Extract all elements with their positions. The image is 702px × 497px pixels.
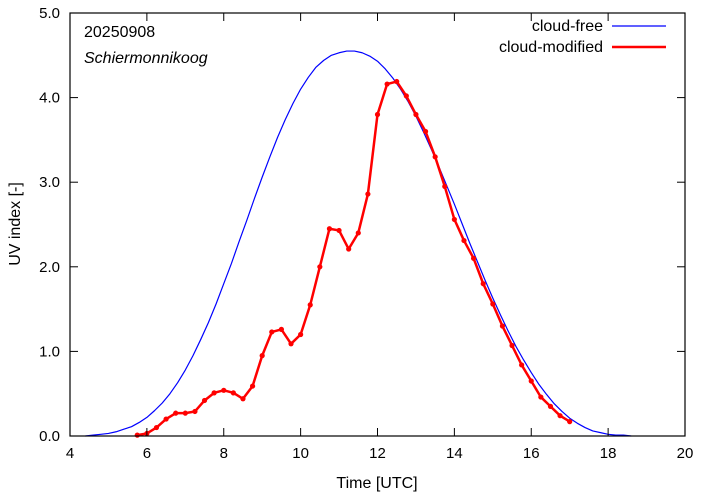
x-tick-label: 4: [66, 445, 74, 462]
data-point-cloud-modified: [288, 341, 294, 347]
series-line-cloud-free: [85, 50, 632, 437]
data-point-cloud-modified: [442, 183, 448, 190]
ticks-layer: 4 6 8 10 12 14 16 18 20 0.0 1.0 2.0 3.0 4.0 5.0: [39, 5, 693, 462]
data-point-cloud-modified: [336, 227, 342, 234]
data-point-cloud-modified: [326, 226, 333, 232]
legend: cloud-free cloud-modified: [499, 18, 666, 56]
data-point-cloud-modified: [557, 413, 563, 419]
data-point-cloud-modified: [403, 93, 409, 99]
data-point-cloud-modified: [173, 410, 179, 416]
data-point-cloud-modified: [298, 331, 304, 338]
x-axis-title: Time [UTC]: [336, 475, 417, 492]
date-annotation: 20250908: [84, 24, 155, 41]
data-point-cloud-modified: [192, 408, 198, 415]
data-point-cloud-modified: [528, 378, 534, 384]
location-annotation: Schiermonnikoog: [84, 50, 208, 67]
y-tick-label: 4.0: [39, 90, 60, 107]
data-point-cloud-modified: [230, 390, 236, 396]
x-tick-label: 16: [523, 445, 540, 462]
data-point-cloud-modified: [499, 323, 506, 329]
data-point-cloud-modified: [384, 81, 390, 87]
data-point-cloud-modified: [567, 419, 573, 425]
data-point-cloud-modified: [432, 154, 438, 160]
data-point-cloud-modified: [490, 301, 496, 307]
plot-frame: [69, 12, 686, 437]
x-tick-label: 14: [446, 445, 463, 462]
data-point-cloud-modified: [153, 424, 160, 431]
data-point-cloud-modified: [278, 326, 285, 332]
x-tick-label: 6: [143, 445, 151, 462]
data-point-cloud-modified: [422, 128, 429, 135]
data-point-cloud-modified: [365, 191, 371, 197]
y-axis-title: UV index [-]: [7, 182, 24, 266]
data-point-cloud-modified: [211, 390, 217, 396]
data-point-cloud-modified: [394, 78, 400, 85]
data-point-cloud-modified: [480, 281, 486, 287]
data-point-cloud-modified: [413, 111, 419, 118]
data-point-cloud-modified: [259, 353, 265, 359]
data-point-cloud-modified: [461, 237, 467, 244]
data-point-cloud-modified: [317, 264, 323, 270]
data-point-cloud-modified: [240, 396, 246, 402]
x-tick-label: 10: [292, 445, 309, 462]
x-tick-label: 12: [369, 445, 386, 462]
data-point-cloud-modified: [221, 387, 227, 393]
data-point-cloud-modified: [201, 397, 208, 404]
data-point-cloud-modified: [355, 230, 361, 236]
x-tick-label: 18: [600, 445, 617, 462]
data-point-cloud-modified: [374, 111, 381, 118]
y-tick-label: 5.0: [39, 5, 60, 22]
y-tick-label: 0.0: [39, 428, 60, 445]
data-point-cloud-modified: [307, 302, 313, 308]
data-point-cloud-modified: [470, 255, 477, 261]
data-point-cloud-modified: [451, 216, 457, 223]
data-point-cloud-modified: [538, 394, 544, 400]
y-tick-label: 3.0: [39, 174, 60, 191]
data-point-cloud-modified: [519, 362, 525, 368]
y-tick-label: 2.0: [39, 259, 60, 276]
legend-label-cloud-modified: cloud-modified: [499, 39, 603, 56]
data-point-cloud-modified: [182, 410, 188, 416]
data-point-cloud-modified: [269, 329, 275, 335]
x-tick-label: 8: [220, 445, 228, 462]
data-point-cloud-modified: [249, 383, 256, 389]
legend-label-cloud-free: cloud-free: [532, 18, 603, 35]
x-tick-label: 20: [677, 445, 694, 462]
series-line-cloud-modified: [137, 80, 571, 437]
data-point-cloud-modified: [509, 342, 515, 349]
data-point-cloud-modified: [134, 432, 140, 438]
data-point-cloud-modified: [346, 246, 352, 252]
series-layer: [85, 50, 632, 438]
data-point-cloud-modified: [163, 416, 169, 422]
data-point-cloud-modified: [547, 403, 554, 409]
y-tick-label: 1.0: [39, 343, 60, 360]
